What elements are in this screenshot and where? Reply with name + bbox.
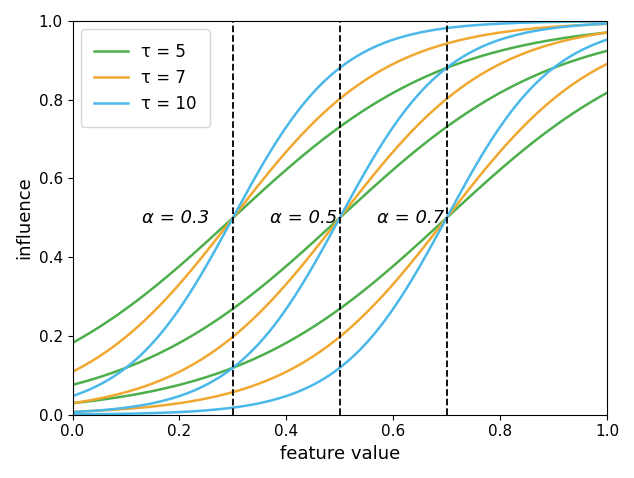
Text: α = 0.7: α = 0.7 (377, 209, 444, 227)
Text: α = 0.3: α = 0.3 (142, 209, 209, 227)
Text: α = 0.5: α = 0.5 (270, 209, 337, 227)
X-axis label: feature value: feature value (280, 445, 400, 463)
Legend: τ = 5, τ = 7, τ = 10: τ = 5, τ = 7, τ = 10 (81, 29, 210, 127)
Y-axis label: influence: influence (15, 176, 33, 259)
